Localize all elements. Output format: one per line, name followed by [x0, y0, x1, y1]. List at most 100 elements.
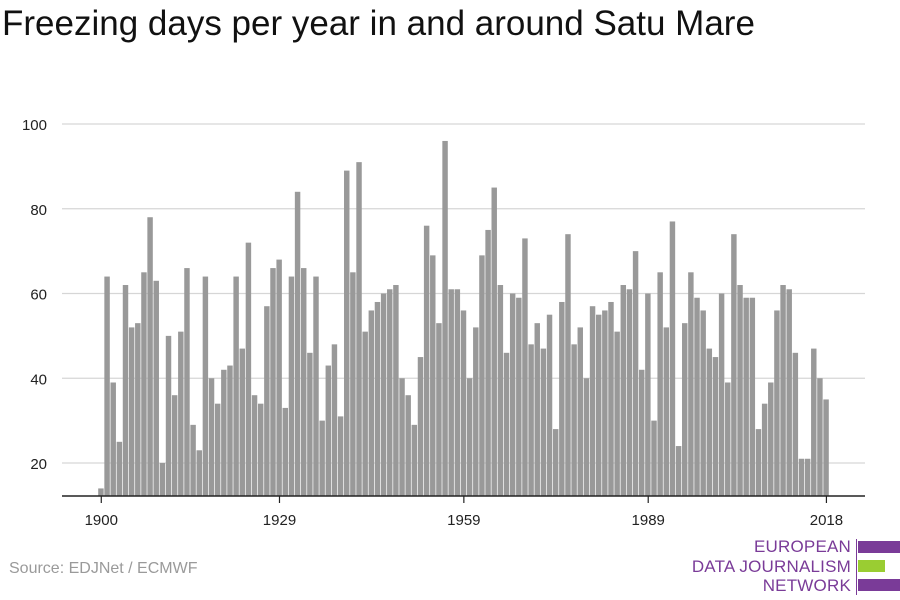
- bar-1957: [448, 289, 454, 496]
- logo-bar-3: [858, 579, 900, 591]
- bar-1995: [682, 323, 688, 496]
- bar-2003: [731, 234, 737, 496]
- bar-1933: [301, 268, 307, 496]
- bar-1967: [509, 293, 516, 496]
- bar-1954: [430, 255, 436, 496]
- bar-1944: [368, 310, 375, 496]
- bar-2011: [780, 285, 786, 496]
- logo-line-1: EUROPEAN: [753, 537, 851, 556]
- x-tick-label: 1989: [632, 512, 665, 529]
- bar-1963: [485, 229, 491, 496]
- bar-1919: [214, 403, 221, 496]
- bar-1922: [233, 276, 239, 496]
- bar-1987: [632, 251, 639, 497]
- bar-2017: [817, 378, 823, 496]
- bar-1941: [350, 272, 356, 496]
- bar-1943: [362, 331, 368, 496]
- bar-1993: [669, 221, 676, 496]
- bar-1984: [614, 331, 620, 496]
- bar-1973: [546, 314, 553, 496]
- x-tick-label: 1900: [85, 512, 118, 529]
- bar-1910: [159, 463, 166, 496]
- bar-1955: [436, 323, 442, 496]
- bar-1930: [282, 407, 289, 496]
- bar-1913: [178, 331, 184, 496]
- bar-1926: [257, 403, 264, 496]
- bar-1936: [319, 420, 325, 497]
- bar-1976: [565, 234, 571, 496]
- bar-2014: [798, 458, 805, 496]
- bar-1989: [645, 293, 651, 496]
- bar-2013: [792, 352, 799, 496]
- bar-1928: [270, 268, 276, 496]
- bar-1977: [571, 344, 577, 496]
- bar-1909: [153, 280, 159, 496]
- bar-1951: [411, 424, 418, 496]
- bar-2004: [737, 285, 743, 496]
- bar-1959: [460, 310, 467, 496]
- y-tick-label: 100: [22, 117, 47, 134]
- bar-1998: [700, 310, 706, 496]
- bar-1975: [559, 301, 565, 496]
- bar-1965: [497, 285, 504, 496]
- bar-1949: [399, 378, 405, 496]
- bar-1921: [227, 365, 233, 496]
- bar-1966: [503, 352, 510, 496]
- bar-1934: [307, 352, 313, 496]
- edjnet-logo: EUROPEAN DATA JOURNALISM NETWORK: [692, 537, 900, 597]
- bar-1991: [657, 272, 663, 496]
- bar-1902: [110, 382, 116, 496]
- bar-1985: [620, 285, 627, 496]
- x-axis-ticks: 1900 1929 1959 1989 2018: [85, 496, 843, 529]
- bar-1962: [479, 255, 485, 496]
- bar-1924: [245, 242, 252, 496]
- bar-2012: [786, 289, 792, 496]
- bar-2018: [823, 399, 829, 496]
- bar-1904: [122, 285, 129, 496]
- bar-1980: [589, 306, 596, 496]
- logo-line-2: DATA JOURNALISM: [691, 556, 851, 576]
- source-note: Source: EDJNet / ECMWF: [9, 560, 198, 577]
- bar-2009: [768, 382, 774, 496]
- bar-1960: [466, 378, 473, 496]
- bar-1994: [675, 446, 682, 496]
- bar-1920: [221, 369, 227, 496]
- bar-1901: [104, 276, 110, 496]
- y-tick-label: 80: [30, 202, 47, 219]
- x-tick-label: 1929: [263, 512, 296, 529]
- bar-2001: [718, 293, 725, 496]
- bar-1978: [577, 327, 583, 496]
- bar-1940: [344, 170, 350, 497]
- bar-1997: [694, 297, 700, 496]
- bar-1996: [688, 272, 694, 496]
- bar-1952: [417, 357, 424, 496]
- bar-1945: [374, 301, 381, 496]
- bar-1953: [423, 225, 430, 496]
- bar-1972: [540, 348, 547, 496]
- bar-1968: [516, 297, 522, 496]
- bar-2016: [811, 348, 817, 496]
- bar-1990: [651, 420, 657, 497]
- bar-1912: [171, 395, 178, 496]
- bar-1958: [454, 289, 461, 496]
- bar-1974: [552, 429, 559, 496]
- logo-line-3: NETWORK: [762, 576, 851, 595]
- bar-1992: [663, 327, 670, 496]
- bar-1914: [184, 268, 190, 496]
- logo-bar-1: [858, 541, 900, 553]
- bar-1903: [116, 441, 123, 496]
- bar-1929: [276, 259, 282, 496]
- bar-1908: [147, 217, 153, 497]
- bar-1979: [583, 378, 590, 496]
- bar-1961: [473, 327, 479, 496]
- bar-2002: [725, 382, 731, 496]
- bar-1915: [190, 424, 196, 496]
- bar-1937: [325, 365, 332, 496]
- bar-2005: [743, 297, 749, 496]
- bar-1950: [405, 395, 411, 496]
- bar-2007: [755, 429, 762, 496]
- bar-1946: [380, 293, 387, 496]
- y-tick-label: 60: [30, 287, 47, 304]
- bar-1917: [202, 276, 209, 496]
